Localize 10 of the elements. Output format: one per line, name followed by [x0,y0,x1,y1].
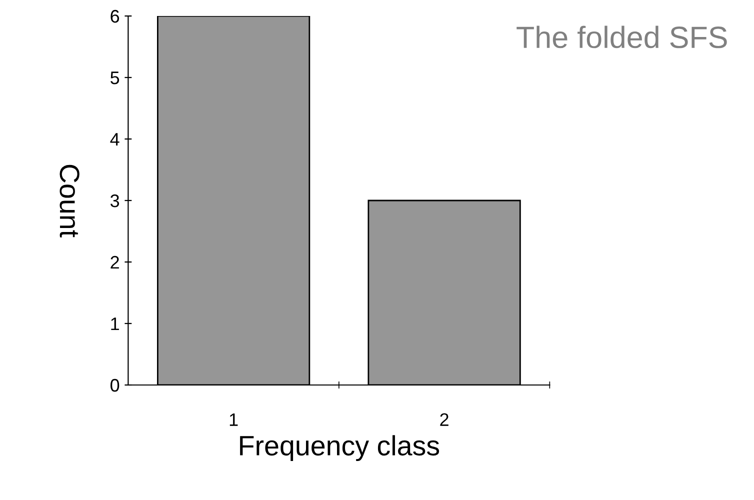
y-tick-label: 3 [110,194,120,208]
y-tick-label: 0 [110,378,120,392]
y-tick-label: 4 [110,133,120,146]
x-axis-title: Frequency class [240,435,440,462]
y-tick-label: 6 [110,10,120,23]
y-tick-label: 2 [110,256,119,269]
y-axis-title: Count [60,164,80,238]
text: The folded SFS [516,26,727,48]
y-tick-label: 5 [110,72,120,84]
y-tick-label: 1 [111,318,119,330]
